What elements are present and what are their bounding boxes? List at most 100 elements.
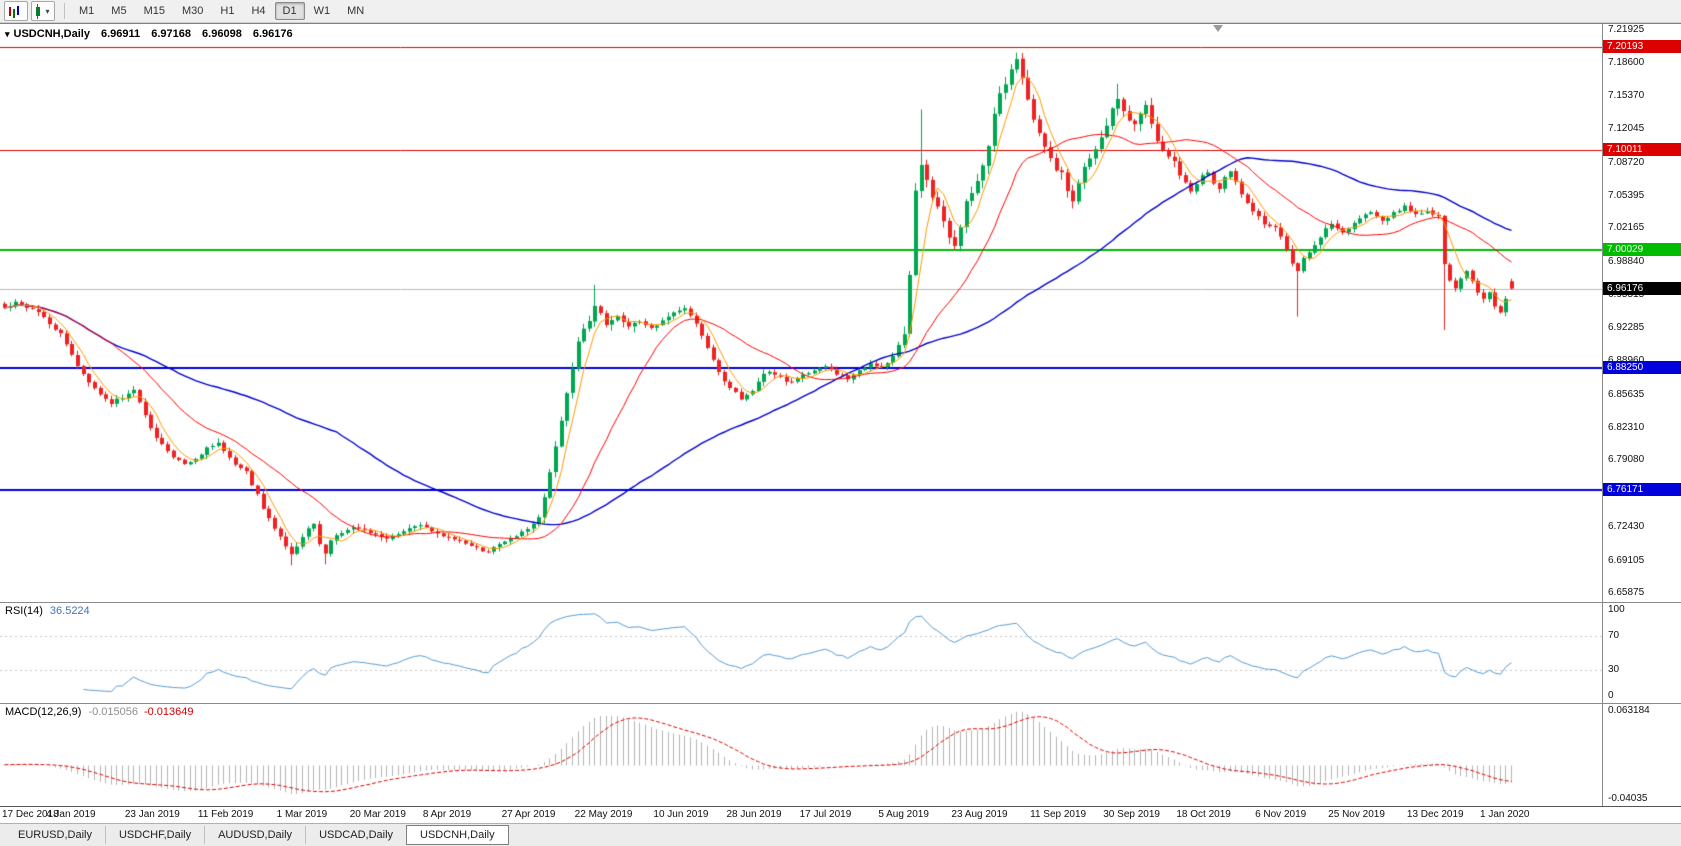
candlestick-chart-icon: [36, 3, 41, 19]
dropdown-arrow-icon: ▾: [45, 6, 50, 16]
rsi-chart-canvas[interactable]: [0, 603, 1602, 703]
time-tick-label: 20 Mar 2019: [349, 809, 406, 820]
main-chart-panel: 7.21925 7.18600 7.15370 7.12045 7.08720 7.053…: [0, 24, 1681, 603]
price-tick-label: 6.85635: [1608, 388, 1645, 400]
price-axis[interactable]: 7.21925 7.18600 7.15370 7.12045 7.08720 7.053…: [1602, 24, 1681, 602]
price-tick-label: 6.69105: [1608, 554, 1645, 566]
macd-main-value: -0.015056: [88, 706, 138, 718]
price-tick-label: 6.92285: [1608, 321, 1645, 333]
price-tick-label: 7.02165: [1608, 222, 1645, 234]
timeframe-buttons: M1 M5 M15 M30 H1 H4 D1 W1 MN: [71, 2, 373, 20]
tab-usdcad-daily[interactable]: USDCAD,Daily: [306, 826, 408, 844]
price-tick-label: 6.72430: [1608, 521, 1645, 533]
time-tick-label: 1 Jan 2020: [1480, 809, 1530, 820]
time-tick-label: 28 Jun 2019: [726, 809, 782, 820]
time-tick-label: 23 Aug 2019: [951, 809, 1008, 820]
hline-price-label: 7.20193: [1603, 40, 1681, 54]
price-chart-canvas[interactable]: [0, 24, 1602, 602]
timeframe-button-m5[interactable]: M5: [111, 5, 127, 17]
macd-panel: 0.063184 -0.04035 MACD(12,26,9) -0.015056-…: [0, 704, 1681, 807]
time-tick-label: 11 Sep 2019: [1030, 809, 1087, 820]
price-tick-label: 6.82310: [1608, 421, 1645, 433]
rsi-tick-label: 30: [1608, 664, 1620, 676]
time-tick-label: 27 Apr 2019: [501, 809, 556, 820]
tab-audusd-daily[interactable]: AUDUSD,Daily: [205, 826, 307, 844]
price-tick-label: 7.21925: [1608, 24, 1645, 35]
macd-axis[interactable]: 0.063184 -0.04035: [1602, 704, 1681, 806]
price-tick-label: 7.05395: [1608, 189, 1645, 201]
timeframe-button-h1[interactable]: H1: [220, 5, 235, 17]
price-tick-label: 6.79080: [1608, 454, 1645, 466]
macd-chart-canvas[interactable]: [0, 704, 1602, 806]
tab-usdchf-daily[interactable]: USDCHF,Daily: [106, 826, 206, 844]
timeframe-button-w1[interactable]: W1: [313, 5, 331, 17]
timeframe-button-mn[interactable]: MN: [347, 5, 365, 17]
price-tick-label: 6.88960: [1608, 355, 1644, 367]
rsi-tick-label: 0: [1608, 690, 1614, 701]
macd-tick-label: 0.063184: [1608, 705, 1650, 716]
time-tick-label: 22 May 2019: [574, 809, 633, 820]
symbol-dropdown-icon[interactable]: ▾: [5, 29, 10, 39]
rsi-panel: 100 70 30 0 RSI(14) 36.5224: [0, 603, 1681, 704]
time-tick-label: 6 Nov 2019: [1255, 809, 1307, 820]
time-axis[interactable]: 17 Dec 2018 4 Jan 2019 23 Jan 2019 11 Feb 2…: [0, 807, 1602, 823]
open-value: 6.96911: [101, 28, 141, 40]
time-tick-label: 8 Apr 2019: [422, 809, 472, 820]
candlestick-chart-button[interactable]: ▾: [31, 1, 55, 21]
macd-signal-value: -0.013649: [143, 706, 194, 718]
chart-title: ▾ USDCNH,Daily 6.96911 6.97168 6.96098 6.…: [5, 28, 293, 40]
price-tick-label: 6.65875: [1608, 587, 1645, 599]
hline-price-label: 7.00029: [1603, 242, 1681, 256]
tab-usdcnh-daily[interactable]: USDCNH,Daily: [406, 825, 509, 845]
macd-header: MACD(12,26,9) -0.015056 -0.013649: [5, 706, 194, 718]
price-tick-label: 7.08720: [1608, 156, 1645, 168]
rsi-header: RSI(14) 36.5224: [5, 605, 90, 617]
tab-eurusd-daily[interactable]: EURUSD,Daily: [5, 826, 106, 844]
price-tick-label: 7.12045: [1608, 123, 1645, 135]
time-tick-label: 25 Nov 2019: [1328, 809, 1385, 820]
timeframe-button-h4[interactable]: H4: [251, 5, 266, 17]
timeframe-button-d1[interactable]: D1: [274, 2, 305, 20]
chart-tabs: EURUSD,Daily USDCHF,Daily AUDUSD,Daily USDC…: [0, 823, 1681, 846]
close-value: 6.96176: [252, 28, 293, 40]
hline-price-label: 6.88250: [1603, 361, 1681, 375]
macd-tick-label: -0.04035: [1608, 793, 1648, 804]
low-value: 6.96098: [202, 28, 242, 40]
bid-price-label: 6.96176: [1603, 281, 1681, 295]
hline-price-label: 6.76171: [1603, 482, 1681, 496]
chart-shift-marker: [1213, 25, 1223, 32]
timeframe-button-m15[interactable]: M15: [143, 5, 165, 17]
rsi-value: 36.5224: [49, 605, 90, 617]
toolbar-separator: [64, 3, 65, 19]
time-tick-label: 13 Dec 2019: [1406, 809, 1464, 820]
hline-price-label: 7.10011: [1603, 142, 1681, 156]
time-tick-label: 4 Jan 2019: [46, 809, 96, 820]
chart-window: 7.21925 7.18600 7.15370 7.12045 7.08720 7.053…: [0, 23, 1681, 823]
time-tick-label: 23 Jan 2019: [124, 809, 180, 820]
price-tick-label: 7.18600: [1608, 57, 1645, 69]
time-tick-label: 17 Dec 2018: [2, 809, 59, 820]
chart-toolbar: ▾ M1 M5 M15 M30 H1 H4 D1 W1 MN: [0, 0, 1681, 23]
time-tick-label: 11 Feb 2019: [197, 809, 254, 820]
symbol-period-label: USDCNH,Daily: [13, 28, 90, 40]
time-tick-label: 10 Jun 2019: [653, 809, 709, 820]
time-tick-label: 1 Mar 2019: [276, 809, 328, 820]
bar-chart-icon: [9, 6, 11, 16]
price-tick-label: 6.98840: [1608, 255, 1645, 267]
time-tick-label: 17 Jul 2019: [799, 809, 852, 820]
rsi-tick-label: 70: [1608, 629, 1620, 641]
price-tick-label: 6.95515: [1608, 289, 1645, 301]
timeframe-button-m30[interactable]: M30: [181, 5, 204, 17]
rsi-label: RSI(14): [5, 605, 43, 617]
macd-label: MACD(12,26,9): [5, 706, 82, 718]
time-tick-label: 5 Aug 2019: [878, 809, 929, 820]
price-tick-label: 7.15370: [1608, 89, 1645, 101]
time-tick-label: 18 Oct 2019: [1176, 809, 1231, 820]
timeframe-button-m1[interactable]: M1: [79, 5, 95, 17]
bar-chart-button[interactable]: [4, 1, 28, 21]
rsi-tick-label: 100: [1608, 604, 1625, 615]
time-tick-label: 30 Sep 2019: [1103, 809, 1160, 820]
high-value: 6.97168: [151, 28, 191, 40]
rsi-axis[interactable]: 100 70 30 0: [1602, 603, 1681, 703]
